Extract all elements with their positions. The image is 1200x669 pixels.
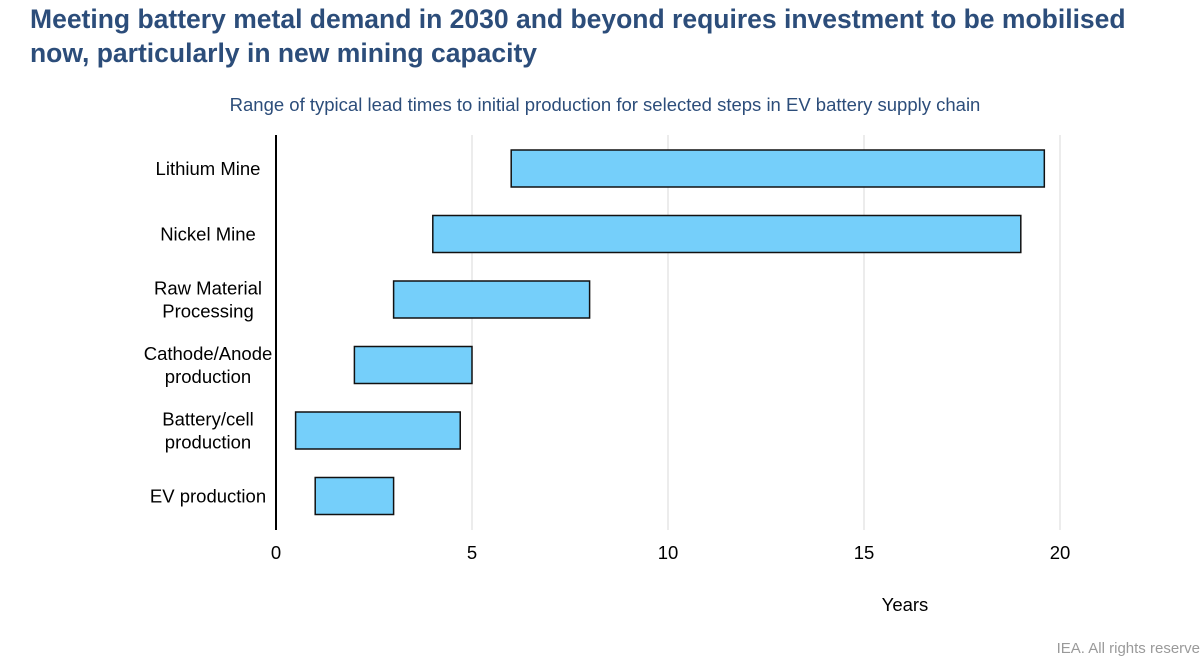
bar xyxy=(294,411,461,450)
bar xyxy=(353,345,473,385)
bar xyxy=(392,280,591,319)
category-label: EV production xyxy=(150,486,266,507)
bar xyxy=(314,476,395,516)
category-label: Battery/cell production xyxy=(162,409,254,453)
chart-title: Range of typical lead times to initial p… xyxy=(229,94,981,115)
bar xyxy=(432,214,1022,254)
category-label: Raw Material Processing xyxy=(154,278,262,322)
page-headline: Meeting battery metal demand in 2030 and… xyxy=(30,4,1126,68)
copyright-footer: IEA. All rights reserve xyxy=(1056,640,1200,657)
x-tick-label: 0 xyxy=(271,542,281,563)
x-tick-label: 10 xyxy=(658,542,679,563)
category-label: Nickel Mine xyxy=(160,224,256,245)
x-tick-label: 15 xyxy=(854,542,875,563)
category-label: Cathode/Anode production xyxy=(144,343,273,387)
x-tick-label: 5 xyxy=(467,542,477,563)
category-label: Lithium Mine xyxy=(156,158,261,179)
x-axis-title: Years xyxy=(882,594,929,615)
x-tick-label: 20 xyxy=(1050,542,1071,563)
bar xyxy=(510,149,1046,188)
